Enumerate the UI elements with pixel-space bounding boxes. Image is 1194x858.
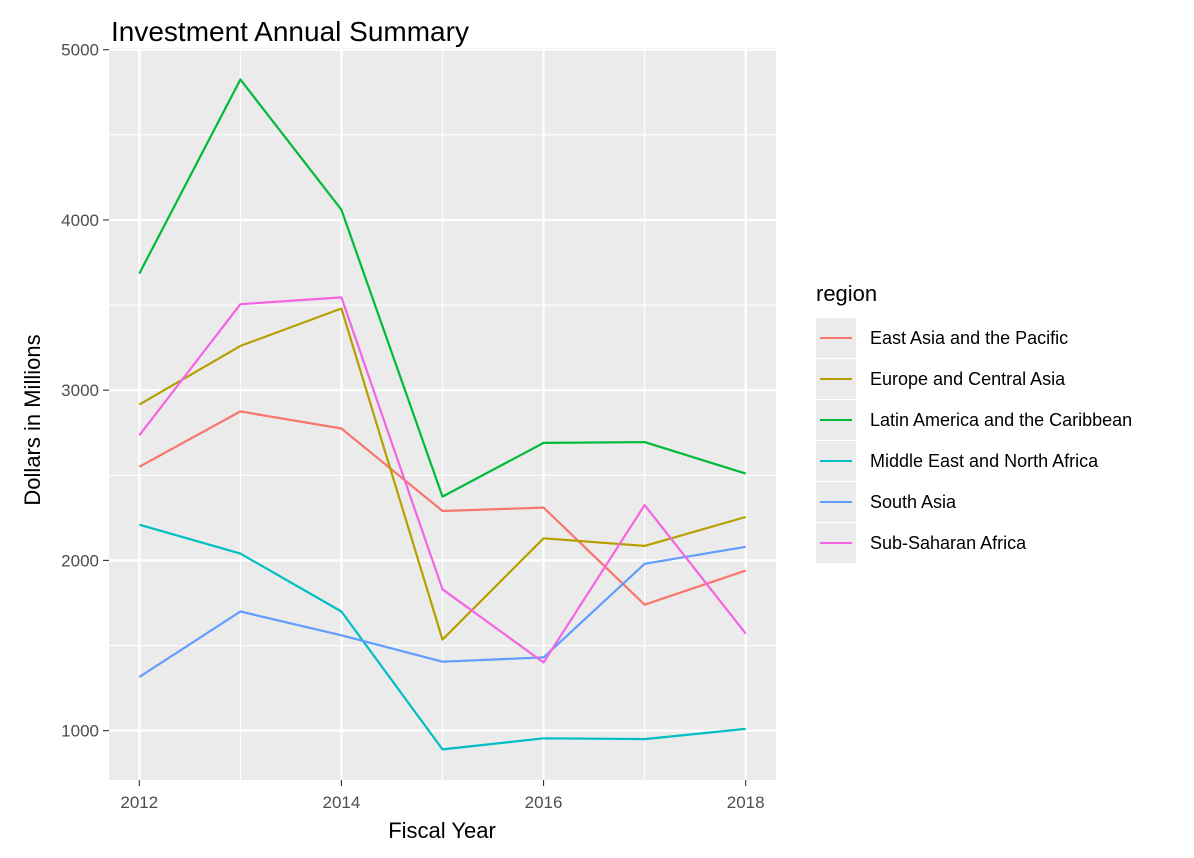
legend-title: region — [816, 281, 877, 306]
axis-tick-marks — [103, 49, 747, 786]
series-lines — [138, 78, 747, 751]
y-tick-label: 5000 — [61, 41, 99, 60]
legend-label: Europe and Central Asia — [870, 369, 1066, 389]
legend-entry: Europe and Central Asia — [816, 359, 1066, 399]
legend-label: Middle East and North Africa — [870, 451, 1099, 471]
series-line — [138, 523, 746, 751]
legend-label: East Asia and the Pacific — [870, 328, 1068, 348]
legend-entry: Sub-Saharan Africa — [816, 523, 1027, 563]
legend-entry: Latin America and the Caribbean — [816, 400, 1132, 440]
x-tick-label: 2014 — [323, 793, 361, 812]
y-tick-label: 4000 — [61, 211, 99, 230]
legend-entries: East Asia and the Pacific Europe and Cen… — [816, 318, 1132, 563]
minor-gridlines — [109, 48, 776, 780]
series-line — [138, 545, 746, 678]
y-axis-title: Dollars in Millions — [20, 334, 45, 505]
series-line — [138, 78, 747, 498]
x-tick-label: 2016 — [525, 793, 563, 812]
series-line — [138, 410, 747, 606]
x-tick-label: 2018 — [727, 793, 765, 812]
series-line — [138, 307, 747, 641]
legend-label: South Asia — [870, 492, 957, 512]
y-tick-label: 3000 — [61, 381, 99, 400]
y-axis: 1000 2000 3000 4000 5000 — [61, 41, 99, 741]
legend-label: Sub-Saharan Africa — [870, 533, 1027, 553]
y-tick-label: 2000 — [61, 551, 99, 570]
series-line — [138, 296, 747, 664]
legend: region East Asia and the Pacific Europe … — [816, 281, 1132, 563]
chart-title: Investment Annual Summary — [111, 16, 469, 47]
x-axis-title: Fiscal Year — [388, 818, 496, 843]
legend-label: Latin America and the Caribbean — [870, 410, 1132, 430]
x-tick-label: 2012 — [120, 793, 158, 812]
legend-entry: Middle East and North Africa — [816, 441, 1099, 481]
legend-entry: East Asia and the Pacific — [816, 318, 1068, 358]
legend-entry: South Asia — [816, 482, 957, 522]
y-tick-label: 1000 — [61, 722, 99, 741]
x-axis: 2012 2014 2016 2018 — [120, 793, 764, 812]
